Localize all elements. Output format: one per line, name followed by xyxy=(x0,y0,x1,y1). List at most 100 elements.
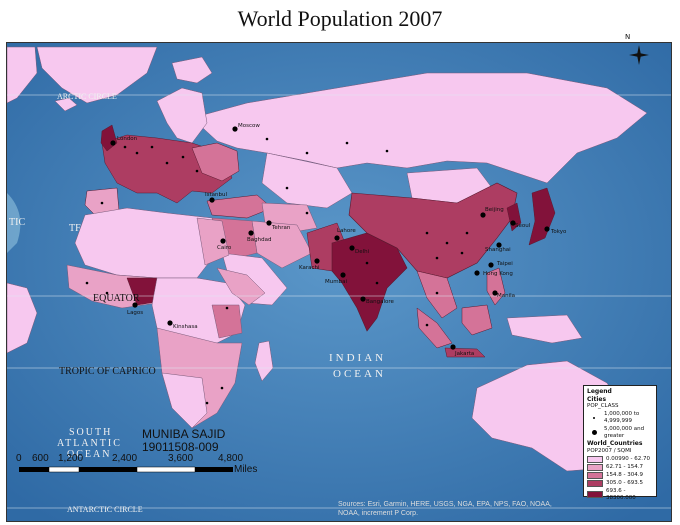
country-svalbard[interactable] xyxy=(171,56,213,84)
country-turkey[interactable] xyxy=(206,194,273,219)
large-dot-icon xyxy=(587,430,601,435)
city-label-shanghai: Shanghai xyxy=(485,247,511,253)
city-dot-hong-kong[interactable] xyxy=(474,270,480,276)
small-city xyxy=(445,241,449,245)
city-dot-mumbai[interactable] xyxy=(340,272,346,278)
credits-line-1: Sources: Esri, Garmin, HERE, USGS, NGA, … xyxy=(338,501,552,508)
country-iceland[interactable] xyxy=(54,97,78,112)
small-city xyxy=(165,161,169,165)
small-city xyxy=(425,231,429,235)
city-dot-karachi[interactable] xyxy=(314,258,320,264)
country-indochina[interactable] xyxy=(416,270,458,319)
city-label-tokyo: Tokyo xyxy=(550,229,567,235)
legend-class-0: 0.00990 - 62.70 xyxy=(587,455,653,463)
city-dot-bangalore[interactable] xyxy=(360,296,366,302)
small-city xyxy=(425,323,429,327)
city-label-mumbai: Mumbai xyxy=(325,279,347,285)
legend-swatch xyxy=(587,463,603,471)
legend-title: Legend xyxy=(587,388,612,395)
country-namibia-sa[interactable] xyxy=(161,372,208,429)
country-korea[interactable] xyxy=(506,202,522,232)
country-sumatra[interactable] xyxy=(416,307,453,349)
label-atlantic: ATLANTIC xyxy=(57,438,122,449)
small-city xyxy=(375,281,379,285)
small-city xyxy=(305,151,309,155)
legend-class-3: 305.0 - 693.5 xyxy=(587,479,653,487)
region-north-africa[interactable] xyxy=(74,207,223,279)
city-dot-istanbul[interactable] xyxy=(209,197,215,203)
city-label-cairo: Cairo xyxy=(217,245,232,251)
country-china[interactable] xyxy=(348,182,518,279)
country-south-america[interactable] xyxy=(7,282,38,354)
city-dot-tokyo[interactable] xyxy=(544,226,550,232)
city-dot-beijing[interactable] xyxy=(480,212,486,218)
legend: Legend Cities POP_CLASS 1,000,000 to 4,9… xyxy=(583,385,657,501)
country-borneo[interactable] xyxy=(461,304,493,336)
small-city xyxy=(385,149,389,153)
author-name: MUNIBA SAJID xyxy=(142,427,226,441)
map-title: World Population 2007 xyxy=(237,6,443,31)
small-city xyxy=(345,141,349,145)
country-new-guinea[interactable] xyxy=(506,314,583,344)
small-city xyxy=(205,401,209,405)
small-city xyxy=(123,145,127,149)
city-dot-delhi[interactable] xyxy=(349,245,355,251)
city-dot-moscow[interactable] xyxy=(232,126,238,132)
small-city xyxy=(225,306,229,310)
city-dot-cairo[interactable] xyxy=(220,238,226,244)
city-label-london: London xyxy=(117,136,138,142)
city-dot-london[interactable] xyxy=(110,140,116,146)
small-city xyxy=(465,231,469,235)
label-arctic-circle: ARCTIC CIRCLE xyxy=(57,92,117,101)
shelf xyxy=(7,193,21,253)
scale-seg xyxy=(48,466,80,473)
scale-seg xyxy=(19,467,49,472)
city-dot-shanghai[interactable] xyxy=(496,242,502,248)
city-dot-lahore[interactable] xyxy=(334,235,340,241)
small-dot-icon xyxy=(587,416,601,419)
world-map[interactable]: ARCTIC CIRCLE TIC TF EQUATOR TROPIC OF C… xyxy=(7,43,671,521)
small-city xyxy=(435,291,439,295)
city-dot-taipei[interactable] xyxy=(488,262,494,268)
country-greenland[interactable] xyxy=(36,46,158,104)
north-label: N xyxy=(625,33,631,41)
country-canada[interactable] xyxy=(7,46,38,104)
city-dot-kinshasa[interactable] xyxy=(167,320,173,326)
city-dot-baghdad[interactable] xyxy=(248,230,254,236)
city-label-lagos: Lagos xyxy=(127,310,143,316)
country-madagascar[interactable] xyxy=(254,340,274,382)
legend-classes: 0.00990 - 62.70 62.71 - 154.7 154.8 - 304.… xyxy=(587,455,653,502)
city-dot-lagos[interactable] xyxy=(132,302,138,308)
country-java[interactable] xyxy=(444,347,486,358)
small-city xyxy=(365,261,369,265)
scale-tick-0: 0 xyxy=(16,453,22,464)
legend-city-small: 1,000,000 to 4,999,999 xyxy=(587,411,653,425)
legend-swatch xyxy=(587,479,603,487)
legend-pop-class: POP_CLASS xyxy=(587,403,619,409)
legend-class-label: 693.6 - 38300.000 xyxy=(606,487,636,501)
city-dot-jakarta[interactable] xyxy=(450,344,456,350)
legend-class-4: 693.6 - 38300.000 xyxy=(587,488,653,502)
small-city xyxy=(435,256,439,260)
small-city xyxy=(105,291,109,295)
label-south-ocean: OCEAN xyxy=(67,449,111,460)
country-ukraine[interactable] xyxy=(191,142,240,182)
label-equator: EQUATOR xyxy=(93,293,140,304)
city-dot-seoul[interactable] xyxy=(510,220,516,226)
label-south: SOUTH xyxy=(69,427,112,438)
small-city xyxy=(305,211,309,215)
country-kazakhstan[interactable] xyxy=(261,152,353,209)
map-frame[interactable]: ARCTIC CIRCLE TIC TF EQUATOR TROPIC OF C… xyxy=(6,42,672,522)
city-label-istanbul: Istanbul xyxy=(205,192,227,198)
legend-countries-field: POP2007 / SQMI xyxy=(587,447,632,454)
legend-city-large-label: 5,000,000 and greater xyxy=(604,425,645,439)
country-east-africa[interactable] xyxy=(211,304,243,339)
north-arrow-icon xyxy=(629,45,649,65)
scale-tick-3: 2,400 xyxy=(112,453,138,464)
country-japan[interactable] xyxy=(528,187,556,246)
city-dot-tehran[interactable] xyxy=(266,220,272,226)
country-egypt[interactable] xyxy=(196,217,230,266)
small-city xyxy=(195,169,199,173)
city-dot-manila[interactable] xyxy=(492,290,498,296)
country-scandinavia[interactable] xyxy=(156,87,208,144)
